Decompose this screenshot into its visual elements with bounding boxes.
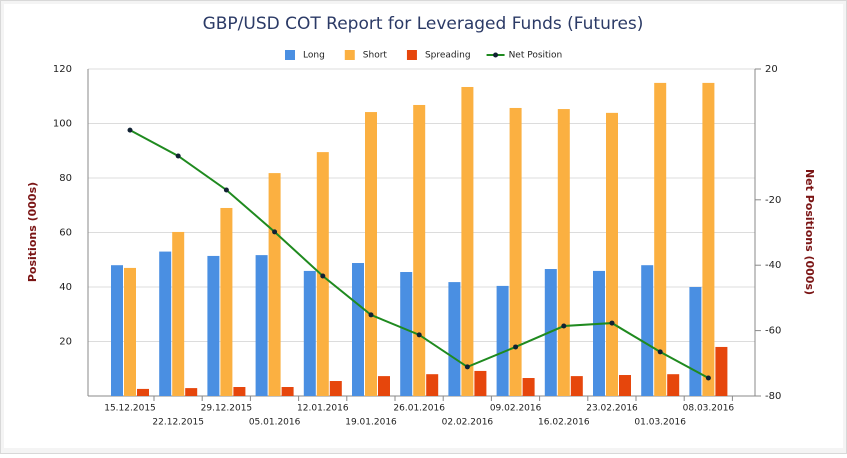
x-tick-label: 08.03.2016 [683, 404, 735, 414]
x-tick-label: 29.12.2015 [201, 404, 253, 414]
x-tick-label: 22.12.2015 [152, 418, 204, 428]
bar [667, 374, 680, 396]
y-axis-title: Positions (000s) [26, 182, 39, 282]
y2-tick-label: -60 [765, 326, 781, 337]
bar [329, 381, 342, 396]
bar [124, 267, 136, 396]
x-tick-label: 05.01.2016 [249, 418, 301, 428]
y-tick-label: 60 [59, 228, 72, 239]
y2-tick-label: -20 [765, 195, 781, 206]
bar [303, 270, 316, 396]
bar [365, 112, 377, 397]
bar [111, 265, 123, 396]
bar [606, 112, 618, 396]
bar [715, 346, 728, 396]
line-point [175, 153, 181, 159]
line-point [561, 323, 567, 329]
bar [702, 82, 715, 397]
legend-label: Spreading [425, 51, 471, 61]
bar [172, 231, 185, 396]
bar [593, 270, 605, 396]
bar [426, 374, 439, 396]
line-point [223, 187, 229, 193]
y-tick-label: 80 [59, 173, 72, 184]
bar [413, 104, 426, 396]
bar [220, 207, 233, 396]
bar [509, 107, 522, 396]
bar [378, 376, 390, 396]
bar [207, 255, 220, 396]
bar [400, 272, 413, 396]
x-tick-label: 12.01.2016 [297, 404, 349, 414]
bar [654, 82, 667, 397]
y2-tick-label: 20 [765, 64, 778, 75]
bar [137, 388, 149, 396]
bar [641, 265, 654, 396]
y2-tick-label: -40 [765, 260, 781, 271]
x-tick-label: 16.02.2016 [538, 418, 590, 428]
line-point [657, 349, 663, 355]
bar [570, 376, 583, 396]
bar [268, 173, 281, 396]
y-tick-label: 20 [59, 337, 72, 348]
bar [233, 387, 246, 396]
legend-label: Long [303, 51, 325, 61]
line-point [368, 312, 374, 318]
line-point [127, 127, 133, 133]
y-tick-label: 40 [59, 282, 72, 293]
y2-tick-label: -80 [765, 391, 781, 402]
line-point [416, 332, 422, 338]
bar [557, 109, 570, 397]
x-tick-label: 19.01.2016 [345, 418, 397, 428]
x-tick-label: 01.03.2016 [634, 418, 686, 428]
legend-symbol [285, 50, 295, 60]
line-point [320, 273, 326, 279]
bar [255, 255, 268, 396]
bar [159, 251, 172, 396]
x-tick-label: 26.01.2016 [393, 404, 445, 414]
bar [522, 378, 535, 396]
x-tick-label: 23.02.2016 [586, 404, 638, 414]
legend-label: Net Position [509, 51, 563, 61]
line-point [513, 344, 519, 350]
x-tick-label: 02.02.2016 [442, 418, 494, 428]
legend: Long Short Spreading Net Position [285, 50, 562, 61]
line-point [705, 375, 711, 381]
chart-title: GBP/USD COT Report for Leveraged Funds (… [203, 14, 644, 34]
bar [619, 375, 631, 396]
bar [474, 370, 487, 396]
y-tick-label: 120 [53, 64, 72, 75]
bar [185, 388, 198, 396]
line-point [272, 229, 278, 235]
y2-axis-title: Net Positions (000s) [803, 169, 816, 295]
line-point [464, 364, 470, 370]
bar [448, 282, 461, 396]
bar [496, 285, 509, 396]
x-tick-label: 09.02.2016 [490, 404, 542, 414]
bar [281, 387, 294, 396]
y-tick-label: 100 [53, 119, 72, 130]
legend-label: Short [363, 51, 388, 61]
bar [352, 263, 364, 396]
legend-symbol [493, 52, 499, 58]
line-point [609, 320, 615, 326]
x-tick-label: 15.12.2015 [104, 404, 156, 414]
bar [689, 287, 702, 396]
bar [461, 86, 474, 397]
legend-symbol [406, 50, 417, 60]
legend-symbol [344, 50, 355, 60]
